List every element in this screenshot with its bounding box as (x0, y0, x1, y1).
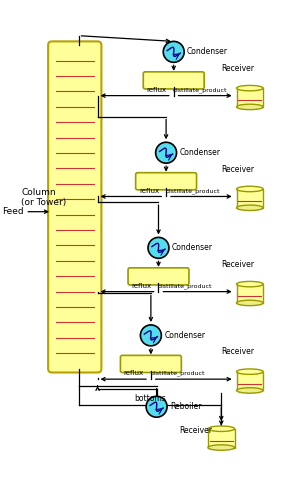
Circle shape (156, 142, 177, 163)
Circle shape (148, 237, 169, 258)
Text: distillate_product: distillate_product (150, 370, 205, 376)
Ellipse shape (236, 369, 263, 374)
Text: Receiver: Receiver (221, 347, 254, 356)
Ellipse shape (236, 205, 263, 211)
Ellipse shape (236, 388, 263, 393)
Text: distillate_product: distillate_product (166, 188, 220, 194)
Circle shape (140, 325, 161, 346)
Text: reflux: reflux (124, 370, 144, 376)
Circle shape (146, 396, 167, 417)
Ellipse shape (236, 85, 263, 91)
Ellipse shape (208, 426, 235, 432)
Text: Receiver: Receiver (179, 426, 212, 435)
Text: Condenser: Condenser (179, 148, 220, 157)
FancyBboxPatch shape (136, 172, 196, 190)
Circle shape (163, 41, 184, 62)
Text: Receiver: Receiver (221, 165, 254, 173)
Bar (236, 189, 263, 208)
Ellipse shape (208, 445, 235, 450)
Text: Receiver: Receiver (221, 260, 254, 269)
Ellipse shape (236, 281, 263, 287)
Text: bottoms: bottoms (134, 394, 166, 403)
Bar (236, 284, 263, 303)
Ellipse shape (236, 186, 263, 192)
Text: distillate_product: distillate_product (158, 283, 212, 289)
FancyBboxPatch shape (120, 355, 181, 372)
Bar (236, 88, 263, 107)
Text: Reboiler: Reboiler (170, 402, 201, 411)
Ellipse shape (236, 104, 263, 110)
Ellipse shape (236, 300, 263, 306)
Text: Condenser: Condenser (187, 48, 228, 56)
FancyBboxPatch shape (128, 268, 189, 285)
FancyBboxPatch shape (143, 72, 204, 89)
Text: reflux: reflux (131, 283, 152, 289)
Bar (208, 429, 235, 447)
FancyBboxPatch shape (48, 41, 101, 372)
Text: Column
(or Tower): Column (or Tower) (22, 188, 67, 207)
Text: distillate_product: distillate_product (173, 87, 228, 93)
Text: Receiver: Receiver (221, 64, 254, 73)
Text: Condenser: Condenser (172, 244, 213, 252)
Text: Feed: Feed (2, 207, 23, 216)
Text: Condenser: Condenser (164, 331, 205, 340)
Text: reflux: reflux (146, 87, 167, 93)
Text: reflux: reflux (139, 188, 159, 194)
Bar (236, 371, 263, 391)
